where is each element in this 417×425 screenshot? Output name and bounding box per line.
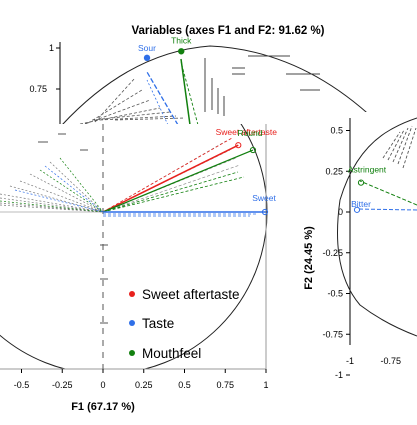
main-hatch-left	[0, 161, 104, 213]
legend-label-sweet-aftertaste: Sweet aftertaste	[142, 287, 240, 302]
panel-right: F2 (24.45 %) 0.5 0.25 0 -0.25 -0.5 -0.75 -1 -1…	[290, 112, 417, 425]
panel-top-vector-thick	[180, 58, 191, 126]
legend-marker-mouthfeel	[129, 350, 135, 356]
right-x-tick-label: -0.75	[380, 356, 401, 366]
point-thick	[178, 48, 185, 55]
point-sour	[143, 54, 151, 62]
main-hatch-left-color	[0, 157, 104, 213]
label-bitter: Bitter	[351, 199, 371, 209]
main-hatch-sweet	[103, 213, 258, 217]
main-x-tick-label: 0.75	[216, 380, 234, 390]
panel-right-correlation-circle	[337, 117, 417, 337]
point-sweet-aftertaste	[235, 142, 242, 149]
main-hatch-left-blue	[14, 165, 104, 213]
right-y-tick-label: 0	[338, 207, 343, 217]
panel-top-correlation-circle	[61, 45, 376, 126]
point-sweet	[261, 208, 269, 216]
y-axis-label: F2 (24.45 %)	[303, 226, 315, 290]
main-x-tick-label: 0.5	[178, 380, 191, 390]
main-x-tick-label: -0.5	[14, 380, 30, 390]
panel-right-vector-bitter	[356, 208, 417, 211]
right-y-tick-label: 0.25	[325, 166, 343, 176]
label-round: Round	[237, 128, 262, 138]
legend: Sweet aftertaste Taste Mouthfeel	[129, 287, 240, 361]
point-astringent	[357, 179, 365, 186]
panel-right-hatch	[382, 125, 417, 169]
panel-top-right-dashes	[204, 55, 320, 116]
legend-marker-taste	[129, 320, 135, 326]
point-bitter	[353, 206, 361, 213]
panel-top-y-tick-label-1: 1	[49, 43, 54, 53]
point-round	[249, 146, 257, 154]
main-hatch-right-green	[102, 171, 245, 213]
main-x-tick-label: 1	[263, 380, 268, 390]
main-x-tick-label: -0.25	[52, 380, 73, 390]
panel-top-hatch	[79, 77, 186, 125]
panel-right-y-ticks: 0.5 0.25 0 -0.25 -0.5 -0.75 -1	[322, 126, 350, 380]
legend-label-taste: Taste	[142, 316, 174, 331]
panel-main: Sweet aftertaste Round Sweet Sweet after…	[0, 124, 291, 425]
legend-marker-sweet-aftertaste	[129, 291, 135, 297]
right-y-tick-label: -0.5	[327, 289, 343, 299]
main-x-tick-label: 0.25	[135, 380, 153, 390]
panel-top-vector-sour-2	[146, 79, 169, 126]
label-sweet: Sweet	[252, 193, 276, 203]
legend-label-mouthfeel: Mouthfeel	[142, 346, 201, 361]
label-sour: Sour	[138, 43, 156, 53]
right-y-tick-label: -0.25	[322, 248, 343, 258]
panel-right-x-ticks: -1 -0.75	[346, 356, 401, 366]
label-thick: Thick	[171, 35, 192, 45]
main-x-tick-label: 0	[100, 380, 105, 390]
right-x-tick-label: -1	[346, 356, 354, 366]
panel-top: Variables (axes F1 and F2: 91.62 %) 1 0.…	[29, 25, 376, 126]
label-sweet-aftertaste: Sweet aftertaste	[216, 127, 278, 137]
main-correlation-circle	[0, 124, 268, 369]
panel-right-vector-astringent	[359, 180, 417, 206]
right-y-tick-label: -0.75	[322, 329, 343, 339]
panel-top-y-tick-label-075: 0.75	[29, 84, 47, 94]
label-astringent: Astringent	[348, 165, 387, 175]
right-y-tick-label: -1	[335, 370, 343, 380]
vector-round	[102, 149, 254, 213]
panel-top-vector-thick-2	[180, 61, 199, 126]
panel-top-vector-sour	[146, 71, 179, 126]
right-y-tick-label: 0.5	[330, 126, 343, 136]
x-axis-label: F1 (67.17 %)	[71, 401, 135, 413]
chart-title: Variables (axes F1 and F2: 91.62 %)	[131, 25, 324, 37]
main-dashes-tl	[38, 133, 108, 324]
main-x-ticks: -0.5 -0.25 0 0.25 0.5 0.75 1	[14, 369, 269, 390]
vector-sweet-aftertaste	[102, 144, 239, 213]
